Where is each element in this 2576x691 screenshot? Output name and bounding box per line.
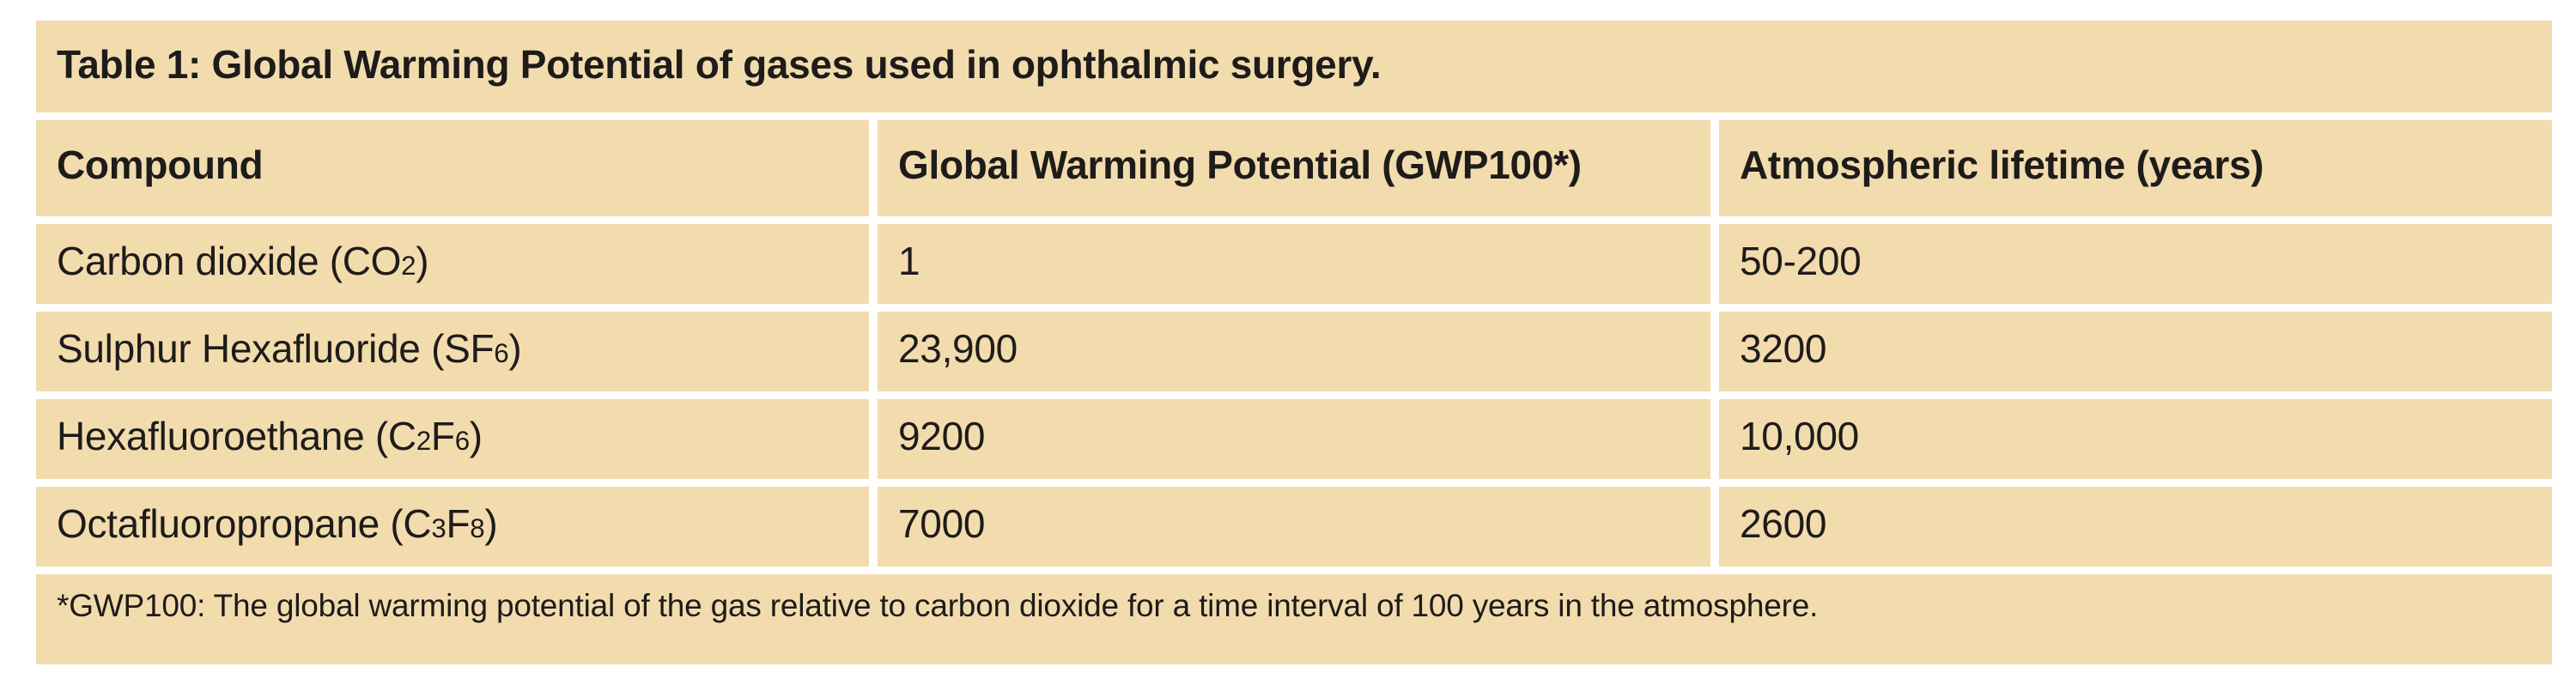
cell-lifetime: 10,000 bbox=[1719, 399, 2552, 479]
compound-subscript: 6 bbox=[454, 426, 470, 457]
table-header-row: Compound Global Warming Potential (GWP10… bbox=[36, 120, 2552, 216]
cell-compound: Carbon dioxide (CO 2) bbox=[36, 224, 869, 304]
compound-subscript: 8 bbox=[470, 513, 485, 544]
cell-compound: Octafluoropropane (C 3 F 8) bbox=[36, 487, 869, 567]
cell-compound: Hexafluoroethane (C 2 F 6) bbox=[36, 399, 869, 479]
table-row-hexafluoroethane: Hexafluoroethane (C 2 F 6) 9200 10,000 bbox=[36, 399, 2552, 479]
compound-name-part: Sulphur Hexafluoride (SF bbox=[57, 325, 495, 371]
table-title-band: Table 1: Global Warming Potential of gas… bbox=[36, 21, 2552, 112]
column-header-lifetime-label: Atmospheric lifetime (years) bbox=[1740, 142, 2264, 187]
compound-name-part: ) bbox=[508, 325, 522, 371]
column-header-compound-label: Compound bbox=[57, 142, 264, 187]
table-title: Table 1: Global Warming Potential of gas… bbox=[57, 41, 1382, 87]
compound-name-part: F bbox=[430, 413, 455, 458]
compound-name-part: Octafluoropropane (C bbox=[57, 500, 432, 546]
table-row-sulphur-hexafluoride: Sulphur Hexafluoride (SF 6) 23,900 3200 bbox=[36, 312, 2552, 391]
compound-name: Hexafluoroethane (C 2 F 6) bbox=[57, 413, 483, 459]
gwp100-value: 1 bbox=[898, 238, 920, 283]
compound-name-part: ) bbox=[416, 238, 429, 283]
gwp100-value: 9200 bbox=[898, 413, 986, 458]
table-row-carbon-dioxide: Carbon dioxide (CO 2) 1 50-200 bbox=[36, 224, 2552, 304]
table-footnote: *GWP100: The global warming potential of… bbox=[57, 588, 1819, 623]
column-header-gwp100-label: Global Warming Potential (GWP100*) bbox=[898, 142, 1582, 187]
compound-name-part: F bbox=[446, 500, 471, 546]
compound-subscript: 6 bbox=[494, 338, 509, 369]
cell-lifetime: 2600 bbox=[1719, 487, 2552, 567]
compound-subscript: 3 bbox=[431, 513, 447, 544]
cell-compound: Sulphur Hexafluoride (SF 6) bbox=[36, 312, 869, 391]
cell-gwp100: 9200 bbox=[878, 399, 1710, 479]
cell-gwp100: 23,900 bbox=[878, 312, 1710, 391]
gwp100-value: 23,900 bbox=[898, 325, 1018, 371]
compound-name-part: Hexafluoroethane (C bbox=[57, 413, 416, 458]
lifetime-value: 3200 bbox=[1740, 325, 1827, 371]
compound-subscript: 2 bbox=[416, 426, 431, 457]
lifetime-value: 10,000 bbox=[1740, 413, 1859, 458]
compound-name: Octafluoropropane (C 3 F 8) bbox=[57, 500, 498, 547]
compound-name-part: ) bbox=[484, 500, 498, 546]
gwp100-value: 7000 bbox=[898, 500, 986, 546]
compound-name-part: ) bbox=[469, 413, 483, 458]
column-header-compound: Compound bbox=[36, 120, 869, 216]
lifetime-value: 50-200 bbox=[1740, 238, 1862, 283]
column-header-gwp100: Global Warming Potential (GWP100*) bbox=[878, 120, 1710, 216]
column-header-lifetime: Atmospheric lifetime (years) bbox=[1719, 120, 2552, 216]
cell-gwp100: 1 bbox=[878, 224, 1710, 304]
gwp-table: Table 1: Global Warming Potential of gas… bbox=[36, 21, 2552, 664]
compound-name: Sulphur Hexafluoride (SF 6) bbox=[57, 325, 522, 372]
compound-name: Carbon dioxide (CO 2) bbox=[57, 238, 429, 284]
compound-subscript: 2 bbox=[401, 251, 416, 282]
lifetime-value: 2600 bbox=[1740, 500, 1827, 546]
cell-lifetime: 3200 bbox=[1719, 312, 2552, 391]
table-row-octafluoropropane: Octafluoropropane (C 3 F 8) 7000 2600 bbox=[36, 487, 2552, 567]
table-footnote-band: *GWP100: The global warming potential of… bbox=[36, 574, 2552, 664]
cell-gwp100: 7000 bbox=[878, 487, 1710, 567]
cell-lifetime: 50-200 bbox=[1719, 224, 2552, 304]
compound-name-part: Carbon dioxide (CO bbox=[57, 238, 402, 283]
